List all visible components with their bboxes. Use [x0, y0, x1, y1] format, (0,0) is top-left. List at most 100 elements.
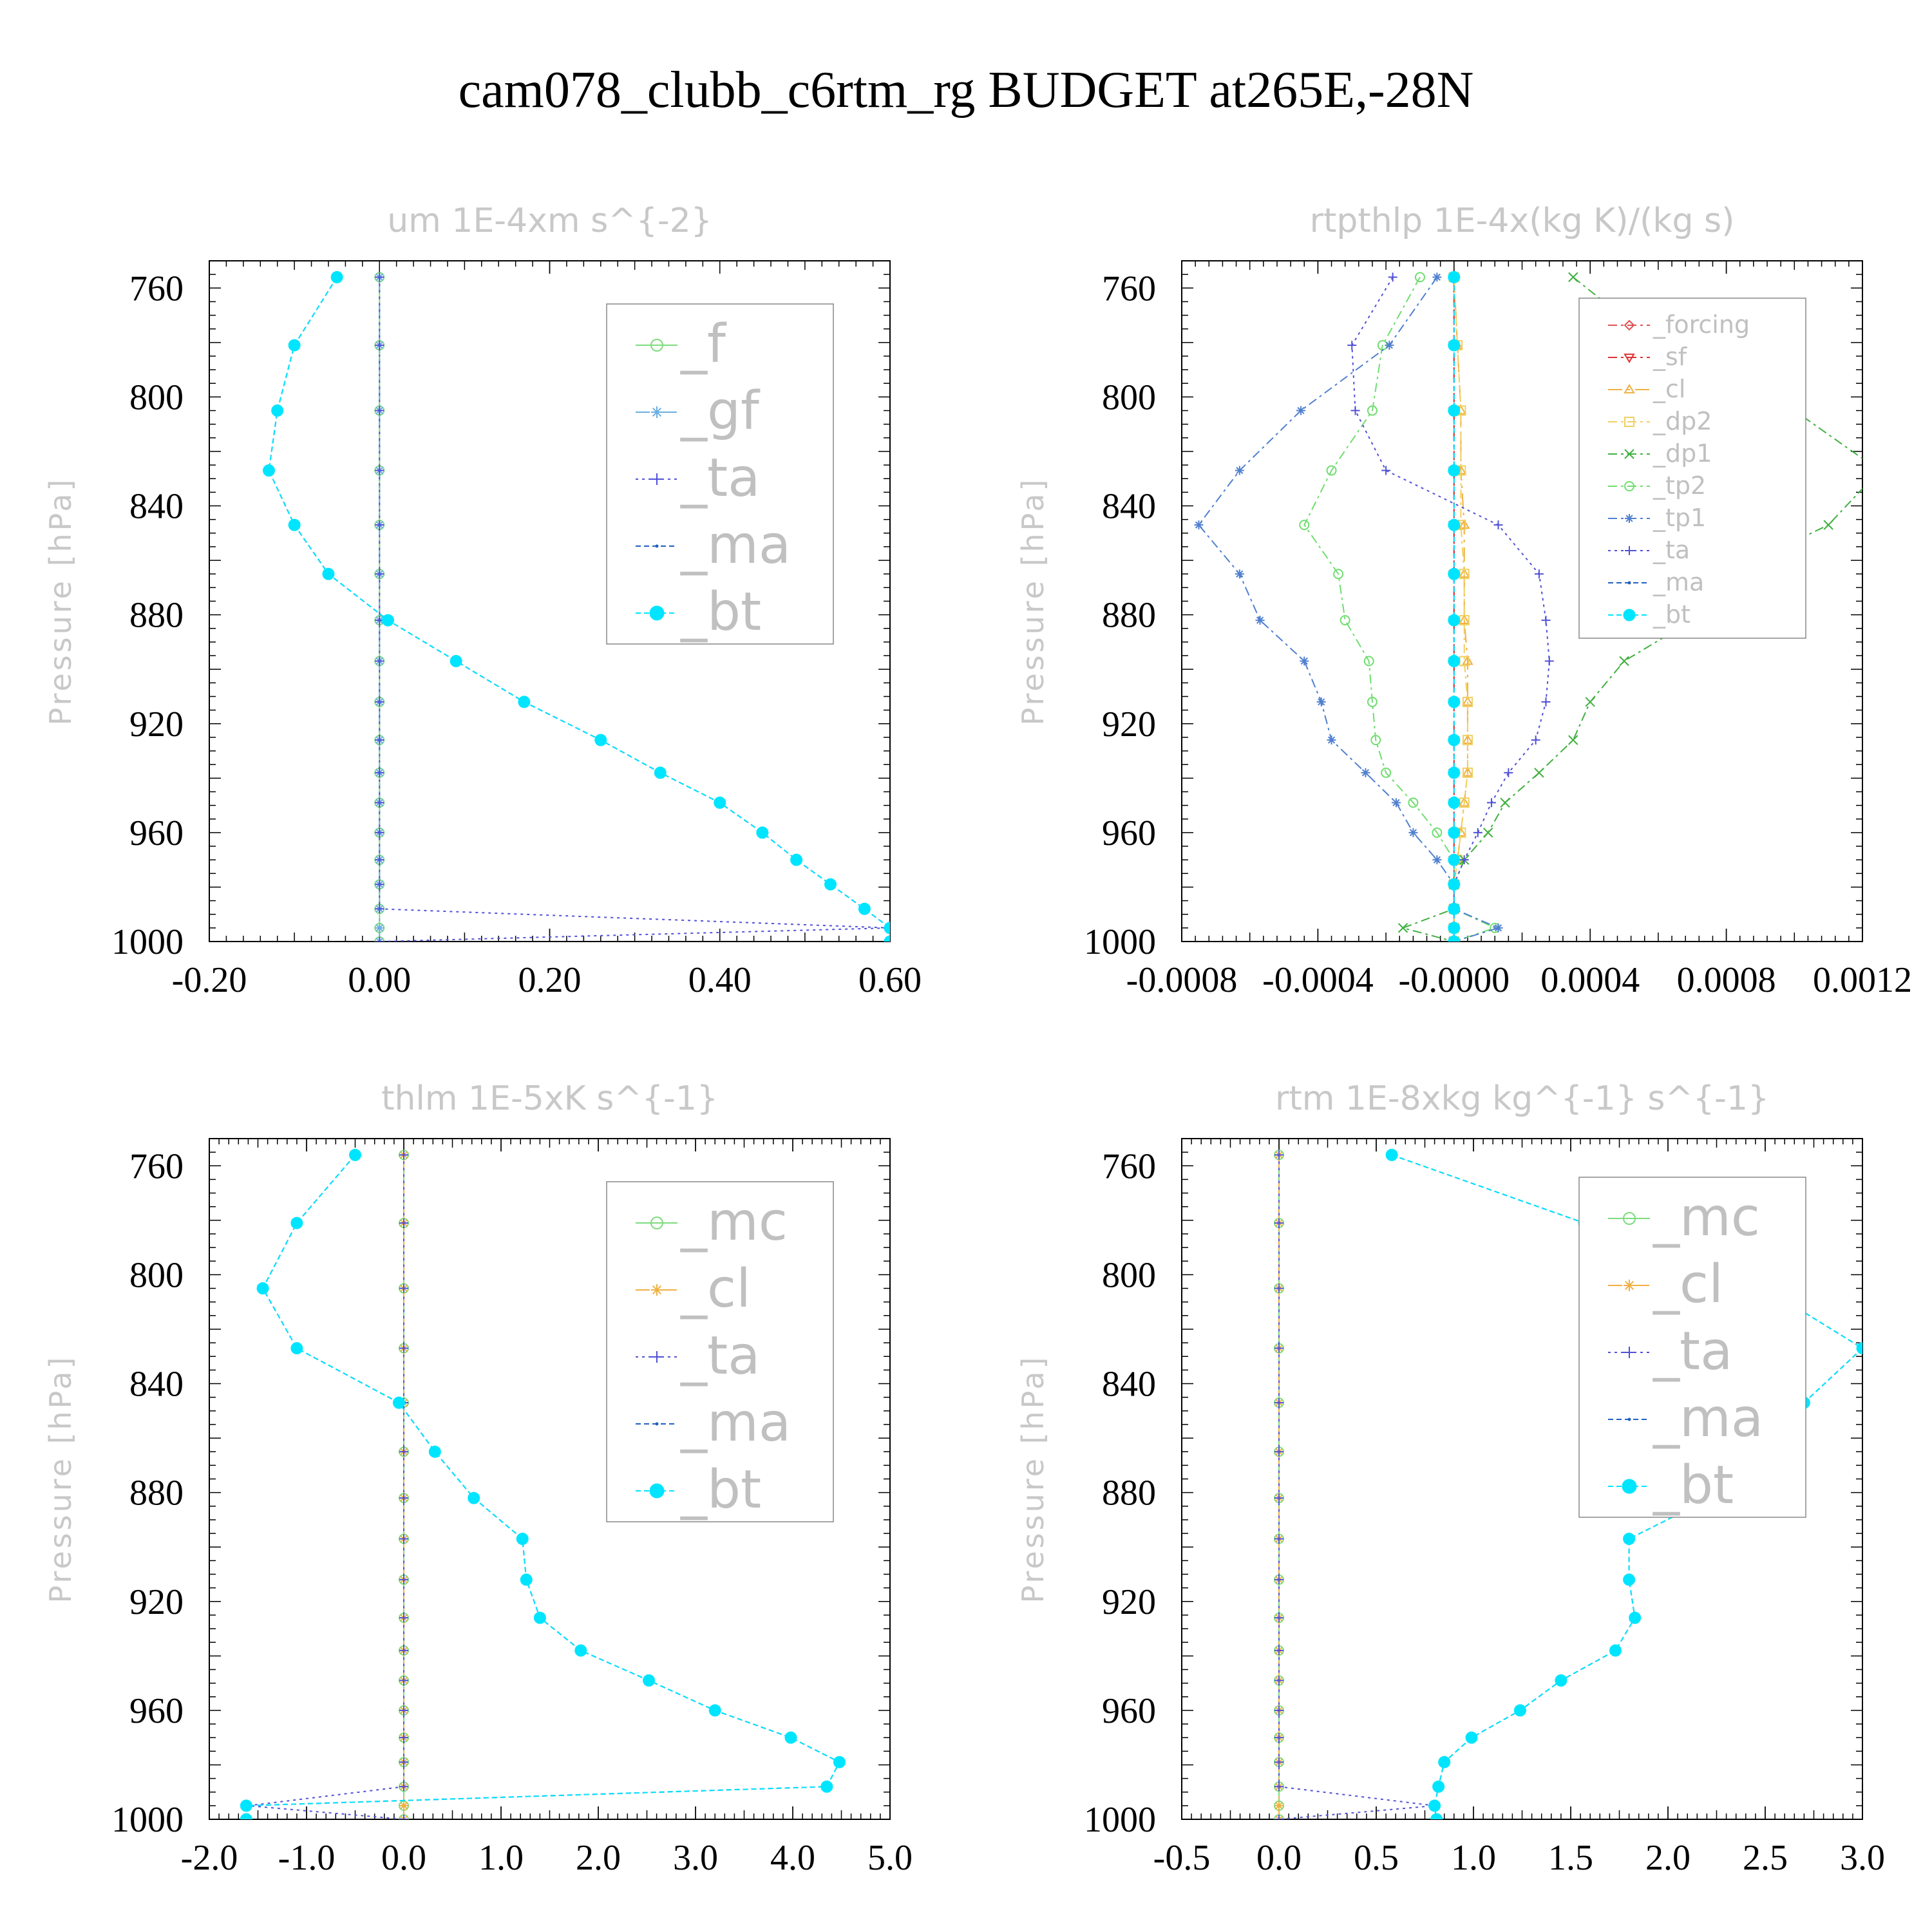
data-point	[392, 1396, 405, 1409]
series-line	[1351, 276, 1550, 942]
data-point	[1340, 615, 1350, 626]
legend-marker	[651, 1351, 663, 1363]
data-point	[428, 1445, 441, 1458]
legend-marker	[655, 544, 659, 548]
data-point	[1274, 1575, 1283, 1584]
x-tick-label: 1.5	[1548, 1838, 1593, 1878]
data-point	[375, 466, 384, 475]
data-point	[1350, 406, 1360, 415]
x-tick-label: 2.0	[576, 1838, 621, 1878]
series-line	[245, 1154, 840, 1819]
legend-marker	[651, 1284, 663, 1296]
y-tick-label: 800	[129, 377, 184, 417]
y-tick-label: 840	[129, 1365, 184, 1405]
data-point	[1326, 465, 1337, 476]
data-point	[833, 1756, 846, 1768]
y-tick-label: 800	[1102, 1255, 1156, 1295]
x-tick-label: 4.0	[770, 1838, 815, 1878]
data-point	[1448, 922, 1461, 934]
legend-marker	[649, 605, 665, 621]
x-tick-label: 1.0	[478, 1838, 524, 1878]
data-point	[1274, 1645, 1283, 1655]
data-point	[1534, 569, 1544, 579]
data-point	[708, 1704, 721, 1717]
y-axis-label: Pressure [hPa]	[43, 477, 78, 726]
data-point	[824, 878, 837, 891]
data-point	[1534, 768, 1544, 778]
legend-marker	[651, 406, 663, 418]
data-point	[1462, 655, 1473, 665]
data-point	[1408, 797, 1419, 808]
y-tick-label: 760	[1102, 1146, 1156, 1186]
y-tick-label: 1000	[1084, 922, 1156, 962]
y-tick-label: 760	[1102, 269, 1156, 308]
data-point	[1629, 1611, 1642, 1624]
legend-marker	[655, 1422, 659, 1426]
panel-1: um 1E-4xm s^{-2} Pressure [hPa] 760 800 840 8…	[43, 202, 922, 1000]
data-point	[714, 796, 726, 809]
y-tick-label: 920	[1102, 1582, 1156, 1622]
x-tick-label: 0.00	[348, 960, 411, 1000]
data-point	[1274, 1757, 1283, 1767]
data-point	[375, 855, 384, 865]
data-point	[756, 826, 769, 839]
data-point	[375, 828, 384, 837]
data-point	[820, 1780, 833, 1793]
legend-marker	[1624, 319, 1635, 331]
legend-marker	[651, 473, 663, 485]
data-point	[399, 1283, 408, 1293]
data-point	[1274, 1493, 1283, 1503]
data-point	[1274, 1815, 1283, 1819]
data-point	[1274, 1343, 1283, 1353]
data-point	[1504, 768, 1513, 777]
data-point	[1465, 1731, 1478, 1744]
data-point	[375, 735, 384, 745]
data-point	[574, 1644, 587, 1657]
series-ta	[1347, 272, 1554, 942]
data-point	[1274, 1447, 1283, 1457]
data-point	[1568, 272, 1578, 283]
data-point	[1482, 828, 1493, 838]
data-point	[375, 880, 384, 889]
data-point	[1274, 1782, 1283, 1792]
legend: _mc_cl_ta_ma_bt	[1578, 1177, 1806, 1518]
data-point	[1274, 1218, 1283, 1228]
x-tick-label: 0.0	[1256, 1838, 1302, 1878]
data-point	[1235, 466, 1244, 475]
data-point	[1388, 272, 1397, 282]
panel-3: thlm 1E-5xK s^{-1} Pressure [hPa] 760 800 84…	[43, 1079, 913, 1878]
data-point	[1541, 697, 1551, 706]
legend-label: _ta	[1653, 536, 1690, 564]
data-point	[1448, 614, 1461, 627]
data-point	[399, 1676, 408, 1685]
data-point	[399, 1343, 408, 1353]
data-point	[375, 768, 384, 777]
legend-label: _ta	[680, 448, 760, 509]
legend-marker	[1624, 1280, 1635, 1291]
x-tick-label: -1.0	[278, 1838, 336, 1878]
data-point	[1367, 405, 1378, 416]
panel-title: rtm 1E-8xkg kg^{-1} s^{-1}	[1275, 1079, 1769, 1118]
legend-marker	[650, 339, 663, 352]
legend-marker	[1624, 1347, 1635, 1358]
legend-box	[1578, 298, 1806, 639]
data-point	[1856, 1342, 1862, 1355]
data-point	[375, 341, 384, 350]
data-point	[1448, 518, 1461, 531]
data-point	[1448, 464, 1461, 477]
legend-label: _gf	[680, 381, 761, 442]
series-tp1	[1194, 272, 1503, 942]
panel-title: um 1E-4xm s^{-2}	[387, 202, 712, 240]
data-point	[1274, 1613, 1283, 1623]
data-point	[399, 1801, 408, 1810]
legend-marker	[1624, 354, 1635, 363]
legend-label: _bt	[1653, 1455, 1734, 1516]
data-point	[375, 520, 384, 530]
legend-label: _cl	[1653, 375, 1685, 403]
legend: _forcing _sf _cl _dp2 _dp1 _tp2 _tp1 _ta _ma _bt	[1578, 298, 1806, 639]
series-bt	[1448, 270, 1461, 942]
y-tick-label: 800	[1102, 377, 1156, 417]
data-point	[1235, 569, 1244, 579]
data-point	[1274, 1801, 1283, 1810]
y-tick-label: 880	[129, 596, 184, 636]
